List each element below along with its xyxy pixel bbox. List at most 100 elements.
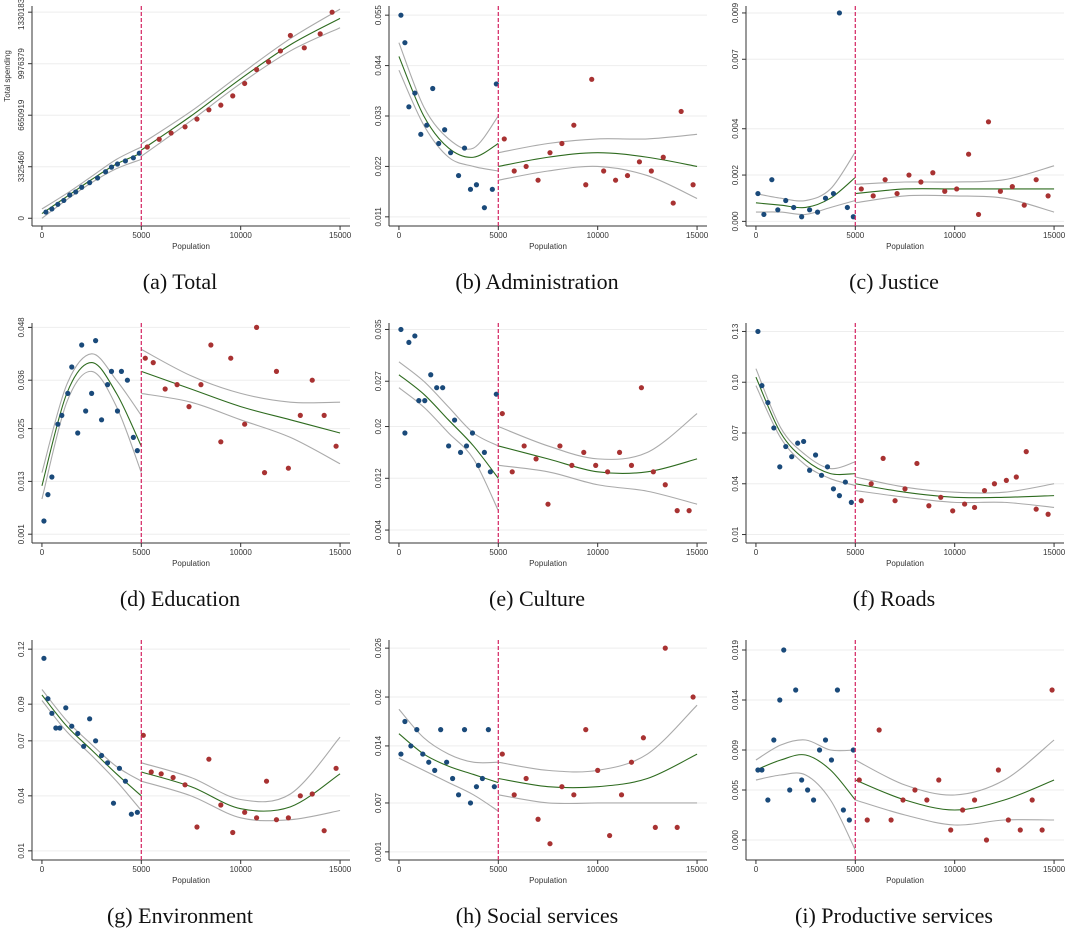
point	[966, 151, 972, 157]
point	[616, 449, 623, 456]
point	[253, 324, 260, 330]
point	[432, 767, 438, 773]
fit-line	[41, 362, 142, 486]
point	[533, 456, 539, 462]
point	[487, 469, 493, 475]
y-tick-label: 0.005	[731, 779, 740, 800]
point	[418, 131, 424, 137]
y-tick-label: 0.007	[374, 792, 383, 813]
point	[142, 355, 148, 361]
point	[455, 792, 462, 798]
point	[1033, 177, 1039, 183]
y-tick-label: 0.026	[374, 638, 383, 659]
x-tick-label: 10000	[230, 231, 253, 240]
point	[218, 439, 224, 445]
point	[49, 710, 55, 716]
fit-line	[141, 771, 341, 812]
point	[94, 175, 101, 181]
fit-line	[41, 158, 142, 219]
point	[824, 464, 831, 470]
point	[412, 90, 418, 96]
point	[57, 725, 63, 731]
point	[297, 412, 303, 418]
point	[45, 492, 51, 498]
fit-line	[755, 199, 856, 216]
caption: (g) Environment	[107, 903, 253, 928]
y-tick-label: 0.07	[731, 425, 740, 441]
point	[1021, 202, 1027, 208]
point	[870, 193, 876, 199]
point	[775, 207, 781, 213]
point	[545, 501, 551, 507]
x-axis-label: Population	[529, 242, 567, 251]
point	[810, 797, 817, 803]
fit-line	[141, 780, 341, 822]
point	[408, 743, 414, 749]
caption: (b) Administration	[455, 269, 618, 294]
point	[612, 177, 619, 183]
point	[230, 829, 236, 836]
point	[130, 155, 136, 161]
point	[493, 391, 499, 397]
x-tick-label: 10000	[944, 548, 967, 557]
point	[168, 130, 174, 136]
point	[406, 339, 412, 346]
point	[420, 751, 426, 757]
point	[116, 765, 123, 771]
point	[814, 209, 821, 215]
point	[321, 828, 327, 834]
point	[265, 59, 272, 65]
fit-line	[141, 8, 341, 145]
y-tick-label: 0.033	[374, 105, 383, 126]
x-tick-label: 5000	[132, 231, 150, 240]
x-tick-label: 10000	[944, 231, 967, 240]
point	[624, 172, 631, 179]
point	[206, 756, 212, 762]
fit-line	[855, 165, 1055, 185]
point	[755, 767, 761, 773]
x-tick-label: 0	[40, 865, 45, 874]
point	[1033, 506, 1039, 512]
fit-line	[855, 739, 1055, 796]
point	[926, 503, 932, 509]
point	[842, 479, 848, 485]
point	[660, 154, 666, 160]
y-tick-label: 3325460	[17, 151, 26, 183]
x-axis-label: Population	[172, 876, 210, 885]
fit-line	[141, 17, 341, 151]
point	[102, 169, 109, 175]
point	[876, 727, 882, 733]
point	[261, 470, 268, 476]
point	[618, 792, 625, 798]
point	[130, 434, 136, 440]
point	[924, 797, 930, 803]
point	[1039, 827, 1045, 833]
point	[628, 759, 635, 765]
point	[242, 809, 248, 815]
point	[461, 727, 468, 733]
x-axis-label: Population	[886, 242, 924, 251]
point	[535, 816, 541, 822]
point	[467, 800, 474, 806]
point	[455, 172, 462, 179]
point	[1003, 477, 1009, 483]
fit-line	[755, 151, 856, 202]
point	[812, 452, 819, 458]
point	[444, 759, 450, 765]
fit-line	[498, 794, 698, 805]
y-tick-label: 0.011	[374, 207, 383, 227]
fit-line	[498, 464, 698, 505]
x-tick-label: 10000	[230, 865, 253, 874]
fit-line	[755, 385, 856, 486]
point	[59, 412, 65, 418]
point	[253, 815, 260, 821]
x-tick-label: 15000	[1043, 548, 1066, 557]
point	[124, 377, 130, 383]
point	[557, 443, 563, 449]
point	[975, 211, 982, 218]
point	[457, 449, 464, 456]
point	[801, 438, 807, 445]
point	[1045, 193, 1051, 199]
point	[755, 190, 761, 197]
y-tick-label: 0.025	[17, 418, 26, 439]
